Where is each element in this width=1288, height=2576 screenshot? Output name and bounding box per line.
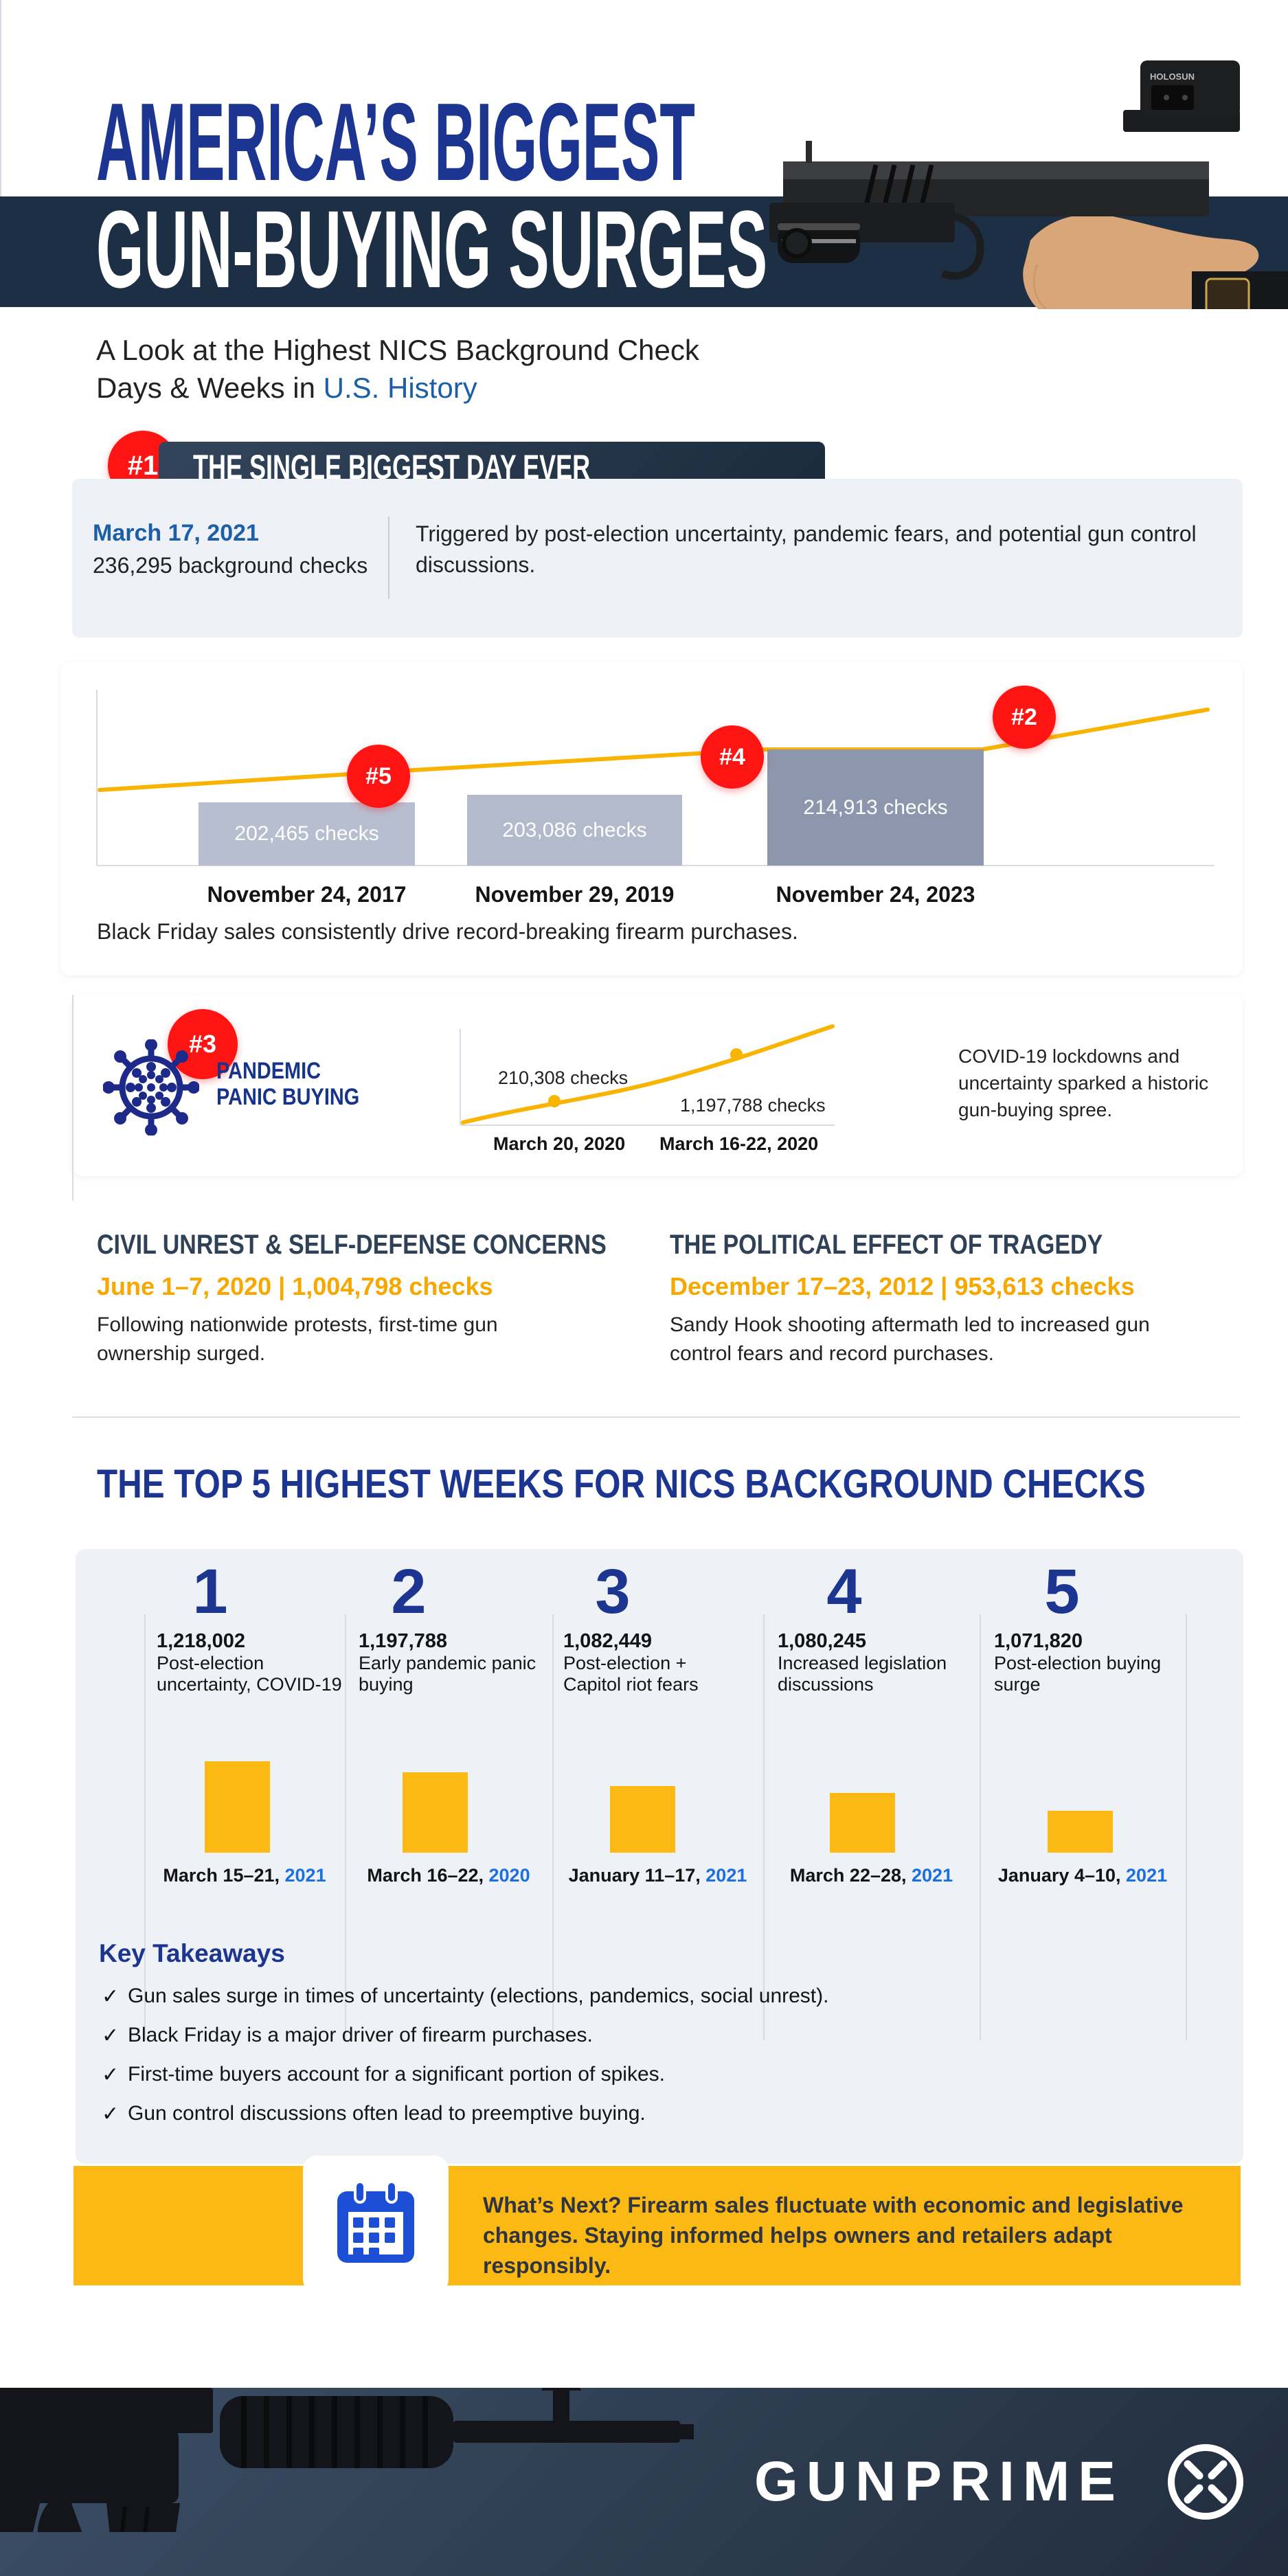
svg-text:March 20, 2020: March 20, 2020 [493, 1133, 625, 1153]
svg-text:210,308 checks: 210,308 checks [498, 1067, 628, 1088]
svg-text:1,197,788 checks: 1,197,788 checks [680, 1095, 826, 1116]
svg-text:March 16-22, 2020: March 16-22, 2020 [659, 1133, 818, 1153]
svg-text:HOLOSUN: HOLOSUN [1150, 71, 1195, 82]
